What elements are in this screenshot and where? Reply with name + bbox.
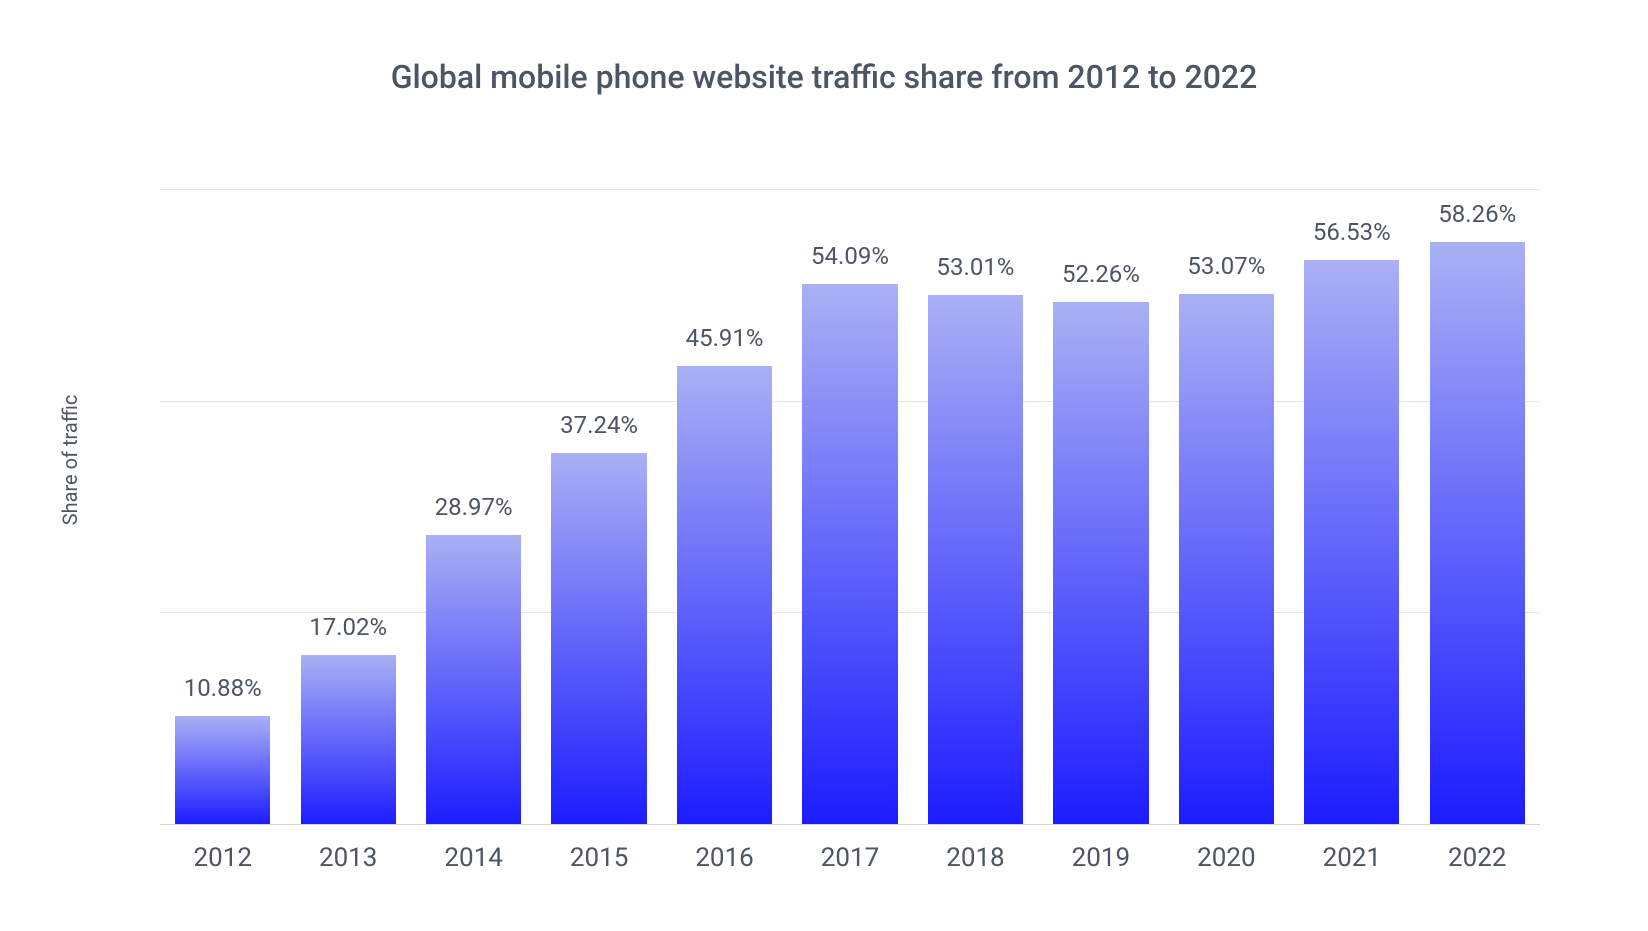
bar-slot: 37.24%	[536, 190, 661, 825]
bar	[1179, 294, 1274, 825]
bar-slot: 45.91%	[662, 190, 787, 825]
plot-area: 10.88% 17.02% 28.97% 37.24% 45.91% 54.09% 53.0…	[160, 190, 1540, 825]
x-axis-label: 2019	[1038, 843, 1163, 873]
x-axis-label: 2013	[285, 843, 410, 873]
bar-slot: 53.07%	[1164, 190, 1289, 825]
bar-value-label: 10.88%	[184, 674, 262, 702]
x-axis-label: 2017	[787, 843, 912, 873]
bar-value-label: 56.53%	[1313, 218, 1391, 246]
x-axis-label: 2016	[662, 843, 787, 873]
bar	[301, 655, 396, 825]
bars-group: 10.88% 17.02% 28.97% 37.24% 45.91% 54.09% 53.0…	[160, 190, 1540, 825]
bar	[677, 366, 772, 825]
x-axis-labels: 2012201320142015201620172018201920202021…	[160, 843, 1540, 873]
bar-value-label: 54.09%	[811, 242, 889, 270]
bar	[1430, 242, 1525, 825]
bar	[551, 453, 646, 825]
bar	[928, 295, 1023, 825]
bar	[1053, 302, 1148, 825]
bar-slot: 54.09%	[787, 190, 912, 825]
bar-slot: 58.26%	[1415, 190, 1540, 825]
bar	[426, 535, 521, 825]
chart-title: Global mobile phone website traffic shar…	[0, 58, 1648, 96]
x-axis-label: 2015	[536, 843, 661, 873]
bar	[1304, 260, 1399, 825]
bar-value-label: 45.91%	[686, 324, 764, 352]
x-axis-label: 2020	[1164, 843, 1289, 873]
bar-value-label: 53.01%	[937, 253, 1015, 281]
bar-slot: 17.02%	[285, 190, 410, 825]
bar-slot: 28.97%	[411, 190, 536, 825]
bar-value-label: 37.24%	[560, 411, 638, 439]
x-axis-label: 2014	[411, 843, 536, 873]
bar-value-label: 28.97%	[435, 493, 513, 521]
bar-slot: 56.53%	[1289, 190, 1414, 825]
y-axis-label: Share of traffic	[58, 395, 82, 526]
x-axis-label: 2018	[913, 843, 1038, 873]
x-axis-baseline	[160, 824, 1540, 825]
bar-slot: 10.88%	[160, 190, 285, 825]
chart-container: Global mobile phone website traffic shar…	[0, 0, 1648, 931]
bar	[175, 716, 270, 825]
x-axis-label: 2022	[1415, 843, 1540, 873]
bar-slot: 52.26%	[1038, 190, 1163, 825]
bar-value-label: 17.02%	[309, 613, 387, 641]
bar-value-label: 52.26%	[1062, 260, 1140, 288]
bar-slot: 53.01%	[913, 190, 1038, 825]
bar	[802, 284, 897, 825]
x-axis-label: 2012	[160, 843, 285, 873]
bar-value-label: 53.07%	[1187, 252, 1265, 280]
x-axis-label: 2021	[1289, 843, 1414, 873]
bar-value-label: 58.26%	[1438, 200, 1516, 228]
